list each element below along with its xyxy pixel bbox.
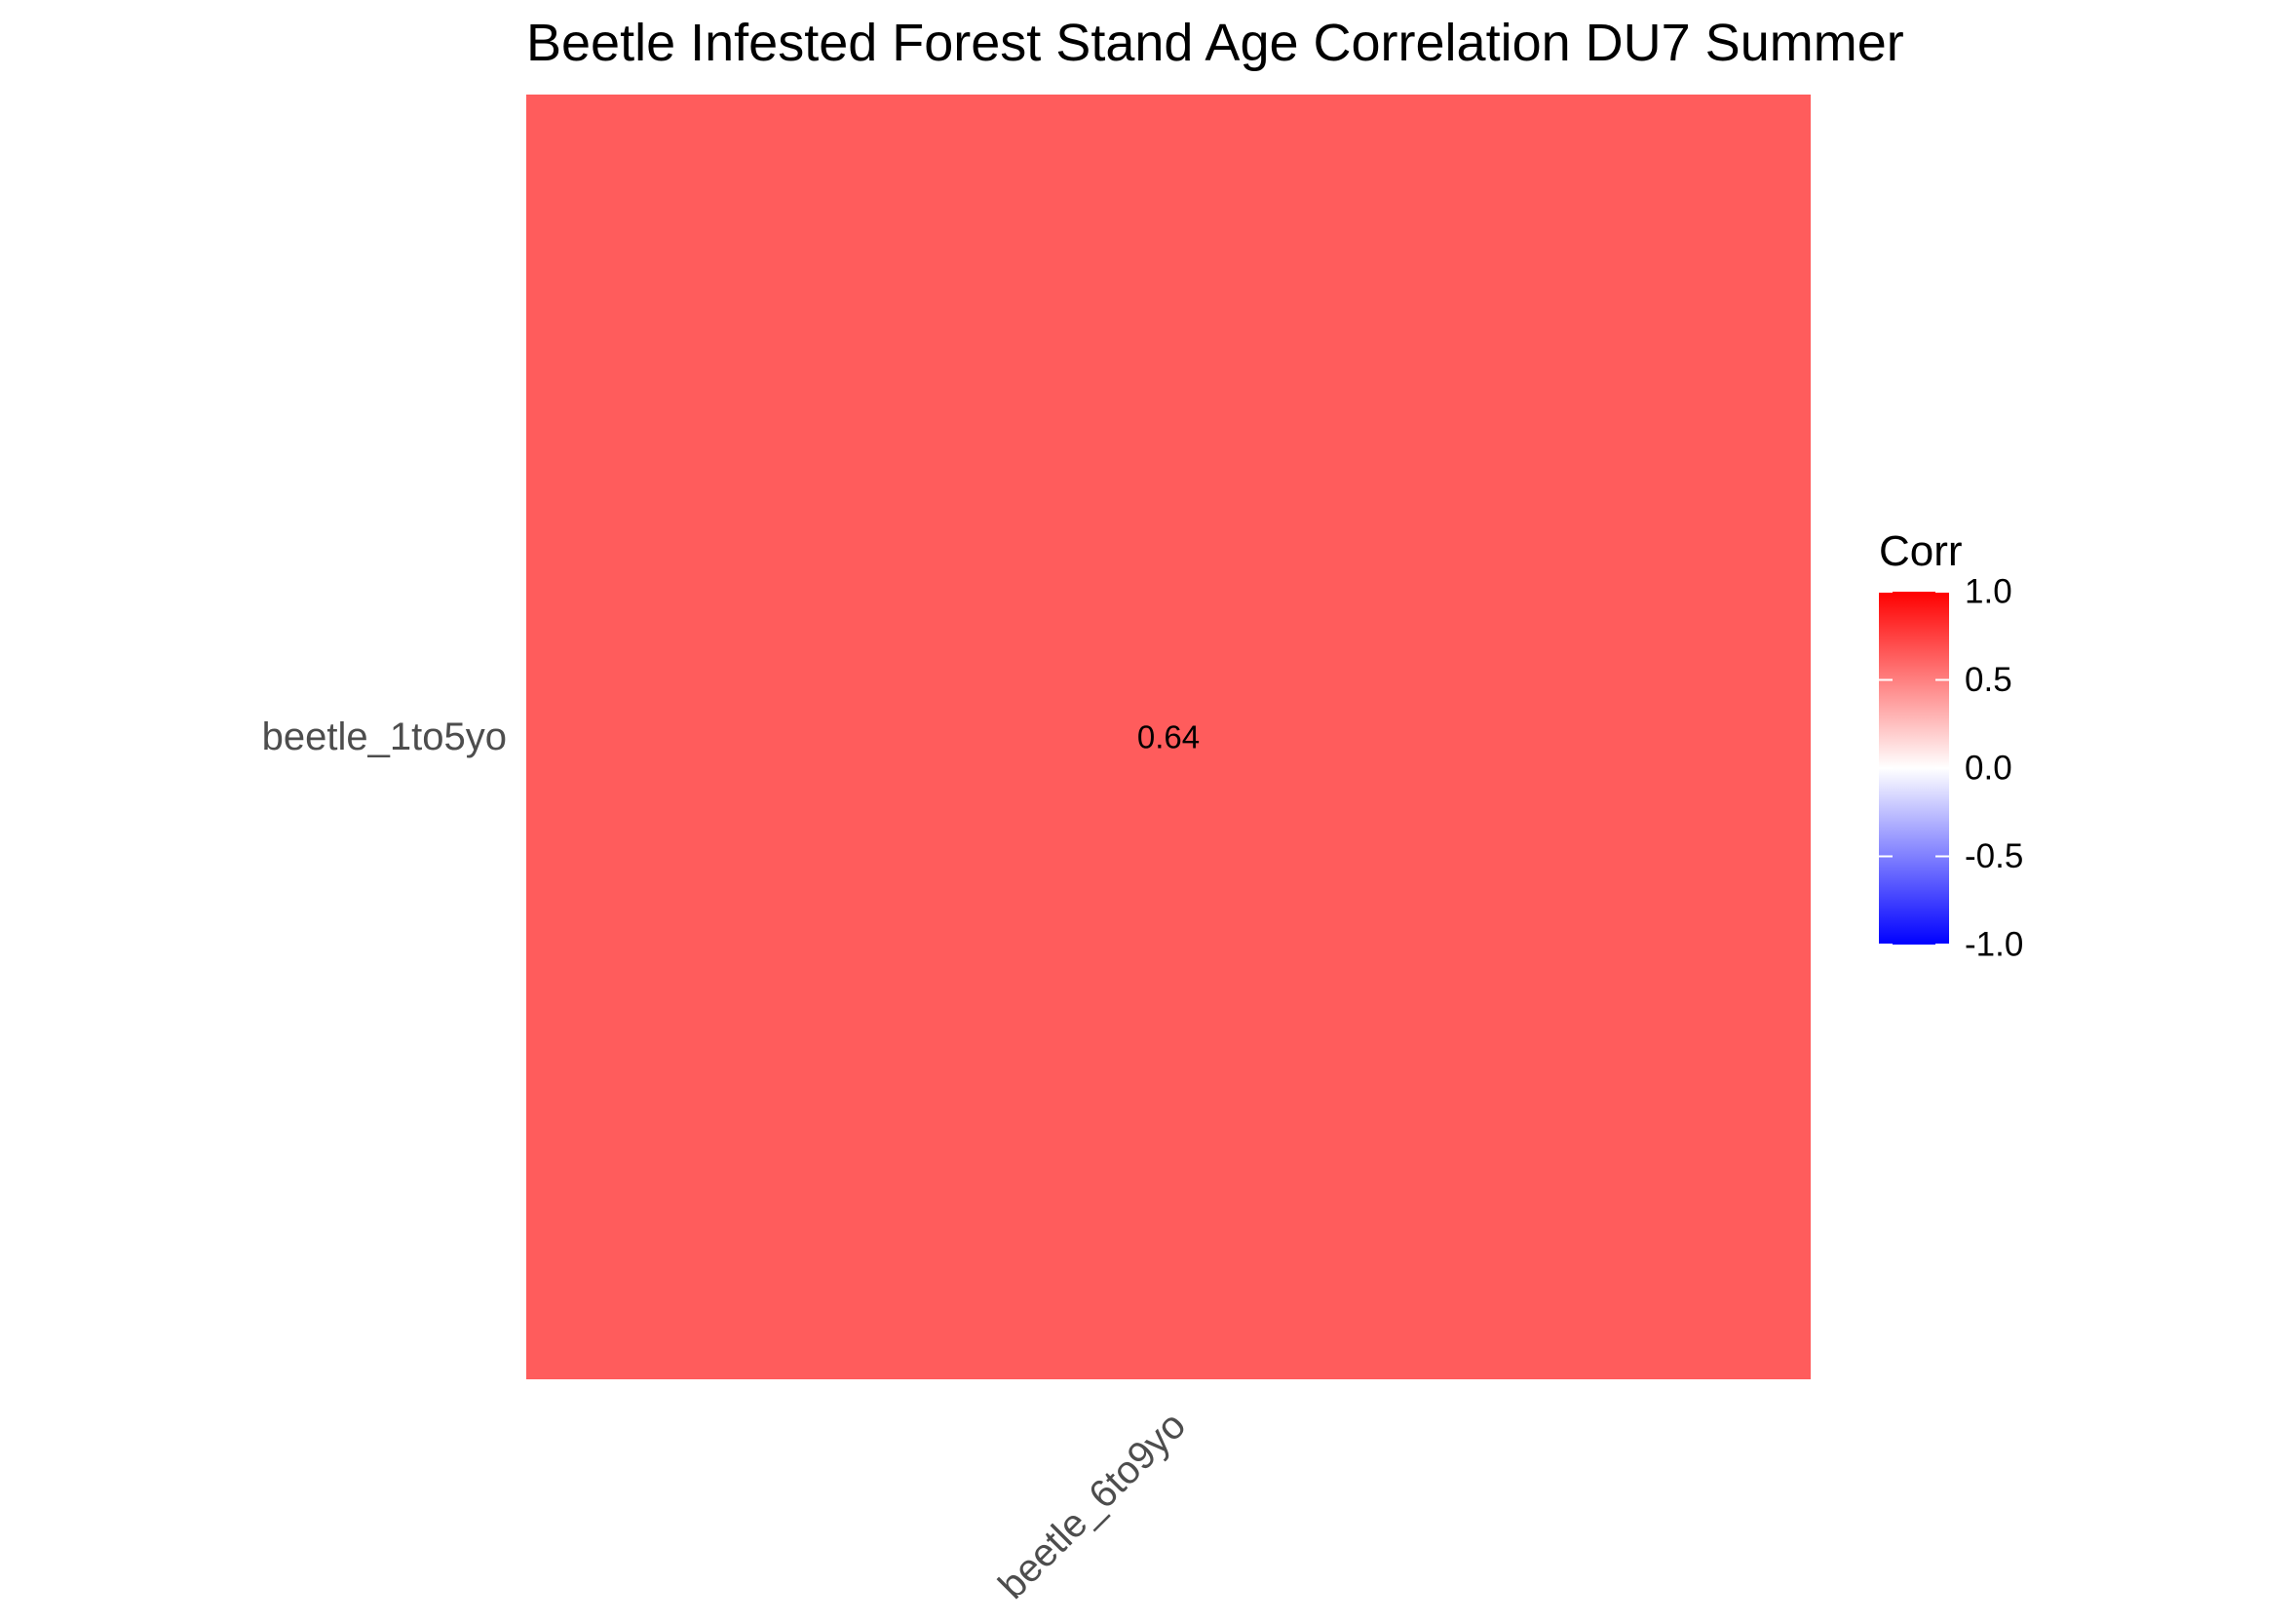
legend-title: Corr	[1879, 527, 1963, 575]
color-legend: Corr 1.0 0.5 0.0 -0.5 -1.0	[1879, 527, 2023, 964]
x-axis-tick-label: beetle_6to9yo	[990, 1404, 1194, 1607]
legend-tick-label: -0.5	[1965, 837, 2023, 875]
legend-ticks: 1.0 0.5 0.0 -0.5 -1.0	[1879, 573, 2023, 964]
legend-tick-label: 0.5	[1965, 661, 2012, 699]
legend-tick-label: -1.0	[1965, 926, 2023, 964]
heatmap-cell	[526, 95, 1811, 1379]
heatmap-cells: 0.64	[526, 95, 1811, 1379]
y-axis-tick-labels: beetle_1to5yo	[262, 715, 507, 758]
chart-title: Beetle Infested Forest Stand Age Correla…	[526, 14, 1904, 72]
heatmap-cell-label: 0.64	[1137, 719, 1200, 755]
x-axis-tick-labels: beetle_6to9yo	[990, 1404, 1194, 1607]
legend-tick-label: 0.0	[1965, 750, 2012, 788]
legend-tick-label: 1.0	[1965, 573, 2012, 611]
y-axis-tick-label: beetle_1to5yo	[262, 715, 507, 758]
